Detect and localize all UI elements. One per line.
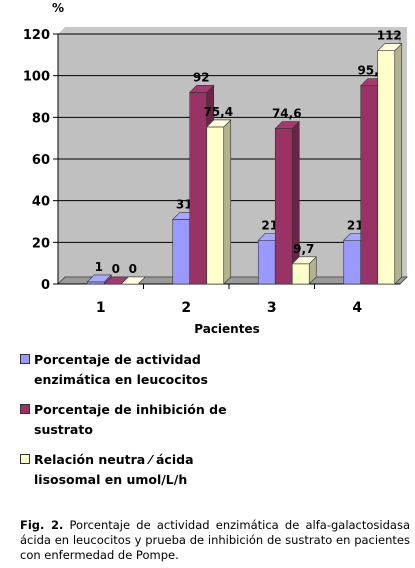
legend-item-activity: Porcentaje de actividad enzimática en le… — [20, 350, 410, 390]
legend-label-ratio-line2: lisosomal en umol/L/h — [34, 472, 188, 487]
bar — [360, 85, 379, 285]
data-label: 9,7 — [293, 242, 314, 256]
data-label: 0 — [112, 262, 120, 276]
bar — [291, 263, 310, 285]
data-label: 31 — [176, 197, 193, 211]
y-tick-label: 100 — [23, 70, 50, 85]
figure-caption: Fig. 2. Porcentaje de actividad enzimáti… — [20, 518, 410, 563]
legend-label-activity-line1: Porcentaje de actividad — [34, 352, 201, 367]
bar — [172, 219, 191, 285]
data-label: 92 — [193, 70, 210, 84]
bar-side — [394, 42, 403, 285]
y-tick-label: 0 — [41, 278, 50, 293]
legend: Porcentaje de actividad enzimática en le… — [20, 350, 410, 490]
bar-top — [120, 276, 146, 285]
bar-top — [206, 119, 232, 128]
legend-swatch-inhibition — [20, 404, 30, 414]
data-label: 0 — [129, 262, 137, 276]
data-label: 74,6 — [272, 107, 302, 121]
bar — [257, 239, 276, 285]
legend-label-inhibition-line1: Porcentaje de inhibición de — [34, 402, 227, 417]
legend-item-ratio: Relación neutra ⁄ ácida lisosomal en umo… — [20, 450, 410, 490]
bar — [206, 126, 225, 285]
data-label: 21 — [261, 218, 278, 232]
data-label: 21 — [347, 218, 364, 232]
y-tick-label: 20 — [32, 236, 50, 251]
x-tick-label: 4 — [352, 300, 362, 316]
legend-item-inhibition: Porcentaje de inhibición de sustrato — [20, 400, 410, 440]
data-label: 112 — [377, 29, 402, 43]
x-tick-label: 1 — [96, 300, 106, 316]
bar-top — [377, 43, 403, 51]
x-tick-label: 2 — [181, 300, 191, 316]
legend-label-activity-line2: enzimática en leucocitos — [34, 372, 208, 387]
bar-top — [274, 121, 300, 129]
bar — [343, 239, 362, 285]
y-tick-label: 40 — [32, 195, 50, 210]
bar-top — [189, 85, 215, 93]
data-label: 1 — [95, 260, 103, 274]
caption-text: Porcentaje de actividad enzimática de al… — [20, 518, 410, 562]
bar-top — [291, 256, 317, 265]
y-tick-label: 120 — [23, 28, 50, 43]
y-tick-label: 80 — [32, 111, 50, 126]
legend-label-ratio-line1: Relación neutra ⁄ ácida — [34, 452, 194, 467]
bar — [377, 50, 396, 285]
bar — [189, 92, 208, 285]
y-tick-label: 60 — [32, 153, 50, 168]
bar-top — [86, 274, 112, 283]
data-label: 75,4 — [203, 105, 233, 119]
x-axis-label: Pacientes — [194, 322, 260, 336]
legend-swatch-activity — [20, 354, 30, 364]
legend-label-inhibition-line2: sustrato — [34, 422, 93, 437]
bar — [86, 281, 105, 285]
bar — [274, 128, 293, 285]
x-tick-label: 3 — [267, 300, 277, 316]
legend-swatch-ratio — [20, 454, 30, 464]
y-axis-label: % — [52, 1, 64, 15]
caption-label: Fig. 2. — [20, 518, 64, 532]
bar-side — [223, 119, 232, 285]
